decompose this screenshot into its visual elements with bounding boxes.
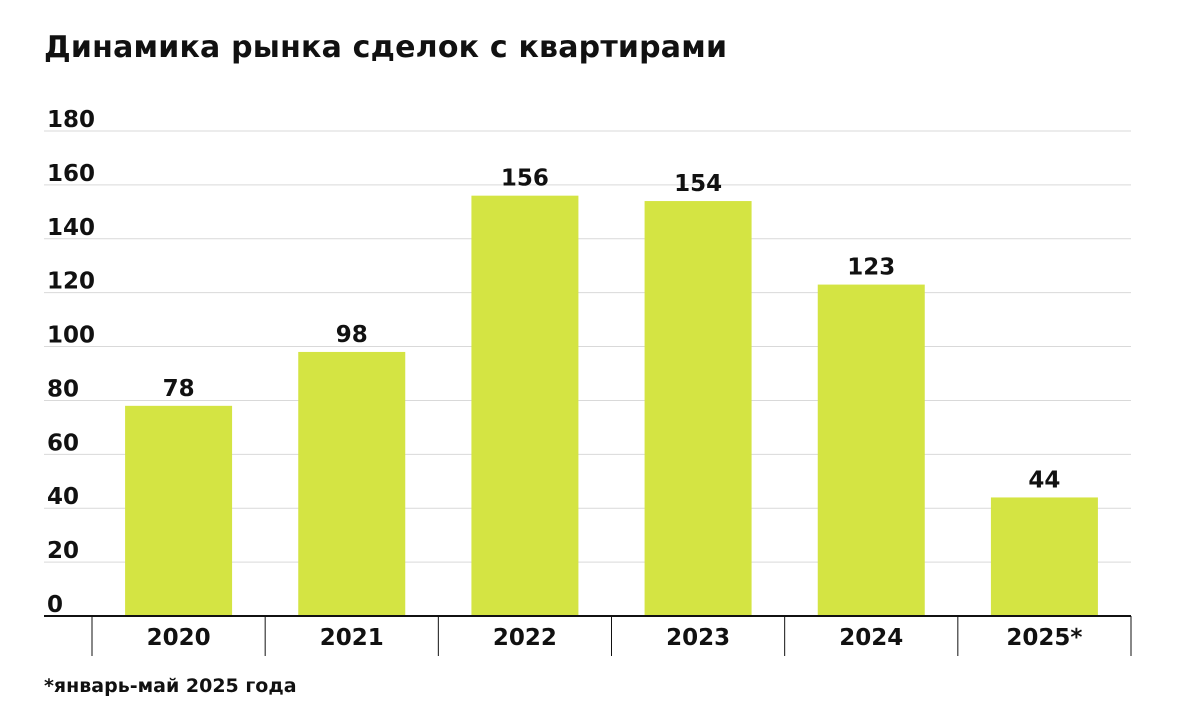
x-tick-label: 2022 bbox=[493, 625, 557, 651]
y-tick-label: 80 bbox=[47, 376, 79, 402]
bar bbox=[990, 497, 1098, 616]
y-tick-label: 20 bbox=[47, 538, 79, 564]
bar-value-label: 123 bbox=[847, 255, 895, 281]
bar-value-label: 78 bbox=[163, 376, 195, 402]
y-tick-label: 60 bbox=[47, 430, 79, 456]
y-axis-tick-labels: 0 20 40 60 80 100 120 140 160 180 bbox=[47, 107, 95, 618]
bar bbox=[644, 201, 752, 617]
y-tick-label: 0 bbox=[47, 592, 63, 618]
x-axis-tick-labels: 2020 2021 2022 2023 2024 2025* bbox=[147, 625, 1083, 651]
bar bbox=[125, 405, 233, 616]
bar-value-label: 156 bbox=[501, 166, 549, 192]
y-tick-label: 160 bbox=[47, 161, 95, 187]
footnote: *январь-май 2025 года bbox=[44, 675, 297, 697]
chart-title: Динамика рынка сделок с квартирами bbox=[44, 30, 728, 65]
bar-value-label: 98 bbox=[336, 322, 368, 348]
y-tick-label: 120 bbox=[47, 269, 95, 295]
bars bbox=[125, 195, 1098, 617]
x-axis bbox=[44, 615, 1132, 656]
bar bbox=[298, 351, 406, 616]
bar-value-label: 154 bbox=[674, 171, 722, 197]
x-tick-label: 2020 bbox=[147, 625, 211, 651]
y-tick-label: 100 bbox=[47, 323, 95, 349]
x-tick-label: 2024 bbox=[839, 625, 903, 651]
y-tick-label: 40 bbox=[47, 484, 79, 510]
bar bbox=[471, 195, 579, 616]
bar-value-label: 44 bbox=[1028, 467, 1060, 493]
bar-value-labels: 78 98 156 154 123 44 bbox=[163, 166, 1061, 494]
x-tick-label: 2023 bbox=[666, 625, 730, 651]
x-tick-label: 2025* bbox=[1006, 625, 1082, 651]
bar bbox=[817, 284, 925, 616]
x-tick-label: 2021 bbox=[320, 625, 384, 651]
y-tick-label: 180 bbox=[47, 107, 95, 133]
y-tick-label: 140 bbox=[47, 215, 95, 241]
